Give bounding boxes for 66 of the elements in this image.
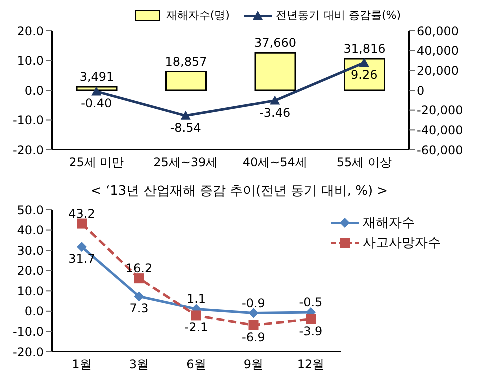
- x-tick-label: 55세 이상: [336, 156, 392, 170]
- x-tick-label: 6월: [186, 358, 206, 372]
- x-tick-label: 40세~54세: [242, 156, 308, 170]
- y-tick-label: -20.0: [12, 143, 44, 158]
- data-label: 31.7: [68, 252, 96, 266]
- point: [248, 320, 259, 330]
- bar: [166, 71, 207, 92]
- data-label: -0.5: [299, 295, 323, 310]
- point: [92, 86, 102, 96]
- data-label: -0.9: [242, 296, 266, 310]
- y-tick-label: 30.0: [17, 244, 44, 258]
- y2-tick-label: -20,000: [417, 104, 464, 118]
- y2-tick-label: 20,000: [417, 64, 459, 78]
- legend-label: 재해자수: [363, 215, 415, 232]
- data-label: 18,857: [165, 54, 208, 69]
- legend-label: 사고사망자수: [363, 235, 441, 252]
- y2-tick-label: -40,000: [417, 123, 464, 138]
- y-tick-label: 0.0: [24, 304, 44, 319]
- point: [192, 310, 202, 321]
- bar: [76, 86, 118, 92]
- data-label: -3.9: [299, 324, 323, 338]
- legend-label: 재해자수(명): [166, 8, 230, 23]
- data-label: 3,491: [80, 70, 114, 84]
- legend-label: 전년동기 대비 증감률(%): [276, 8, 401, 23]
- data-label: 43.2: [68, 206, 96, 221]
- y2-tick-label: 40,000: [417, 44, 459, 58]
- y-tick-label: 40.0: [17, 224, 44, 238]
- y-tick-label: -10.0: [12, 324, 44, 339]
- x-tick-label: 12월: [297, 358, 325, 372]
- data-label: 31,816: [344, 42, 386, 56]
- y2-tick-label: 0: [417, 84, 425, 98]
- point: [134, 274, 144, 284]
- x-tick-label: 9월: [244, 358, 264, 372]
- point: [359, 58, 370, 67]
- y-tick-label: -10.0: [12, 114, 44, 128]
- data-label: -2.1: [184, 320, 208, 335]
- point: [306, 314, 316, 324]
- y-tick-label: 0.0: [24, 84, 44, 98]
- data-label: -6.9: [242, 330, 266, 344]
- point: [180, 110, 191, 120]
- y2-tick-label: -60,000: [417, 143, 464, 158]
- x-tick-label: 3월: [129, 358, 150, 372]
- data-label: 9.26: [351, 68, 378, 82]
- point: [134, 292, 144, 302]
- x-tick-label: 25세 미만: [69, 156, 124, 170]
- point: [248, 308, 259, 318]
- y-tick-label: 50.0: [17, 203, 44, 218]
- x-tick-label: 1월: [72, 358, 92, 372]
- data-label: -3.46: [260, 106, 291, 120]
- data-label: 1.1: [186, 292, 206, 306]
- y-tick-label: 20.0: [17, 24, 44, 38]
- y-tick-label: 10.0: [17, 54, 44, 68]
- data-label: -8.54: [170, 120, 202, 135]
- y-tick-label: -20.0: [12, 345, 44, 360]
- point: [77, 218, 87, 229]
- data-label: -0.40: [81, 96, 112, 111]
- y-tick-label: 10.0: [17, 284, 44, 298]
- y2-tick-label: 60,000: [417, 24, 459, 38]
- point: [77, 242, 87, 252]
- x-tick-label: 25세~39세: [154, 156, 218, 170]
- data-label: 37,660: [254, 36, 296, 50]
- y-tick-label: 20.0: [17, 264, 44, 278]
- chart-title: < ‘13년 산업재해 증감 추이(전년 동기 대비, %) >: [90, 183, 390, 200]
- bar: [254, 52, 296, 92]
- point: [270, 96, 280, 105]
- data-label: 7.3: [130, 302, 149, 316]
